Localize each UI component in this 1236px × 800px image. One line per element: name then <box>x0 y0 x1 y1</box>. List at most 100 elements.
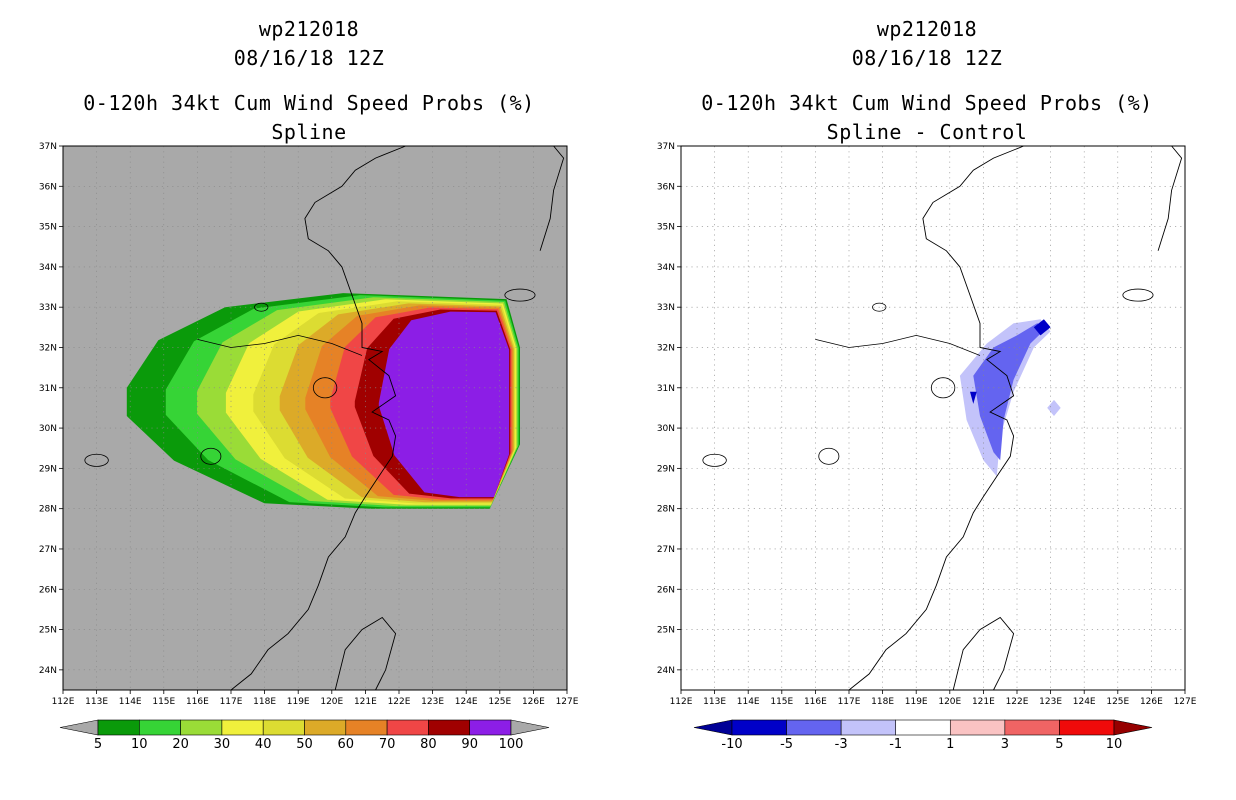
right-panel: wp212018 08/16/18 12Z 0-120h 34kt Cum Wi… <box>618 0 1236 800</box>
y-tick-label: 33N <box>39 303 57 313</box>
lake-outline <box>84 453 109 467</box>
colorbar-segment <box>469 719 512 736</box>
coastline <box>230 145 406 691</box>
x-tick-label: 117E <box>220 697 243 707</box>
y-tick-label: 25N <box>39 626 57 636</box>
colorbar-label: 90 <box>461 737 478 752</box>
difference-map: 112E 113E 114E 115E 116E 117E 118E 119E 120E 121E… <box>657 142 1197 752</box>
colorbar-label: 70 <box>379 737 396 752</box>
y-tick-label: 32N <box>39 343 57 353</box>
colorbar-segment <box>428 719 470 736</box>
colorbar-extend-high <box>510 719 550 736</box>
x-tick-label: 117E <box>838 697 861 707</box>
colorbar-segment <box>840 719 897 736</box>
chart-title: 0-120h 34kt Cum Wind Speed Probs (%) <box>701 91 1153 115</box>
lake-outline <box>872 302 887 312</box>
map-frame <box>680 145 1186 691</box>
colorbar-label: -3 <box>835 737 848 752</box>
x-tick-label: 115E <box>152 697 175 707</box>
y-tick-label: 33N <box>657 303 675 313</box>
colorbar-segment <box>139 719 181 736</box>
y-tick-label: 29N <box>657 464 675 474</box>
x-tick-label: 115E <box>770 697 793 707</box>
lake-outline <box>200 447 222 465</box>
y-tick-label: 37N <box>39 142 57 152</box>
colorbar-label: -5 <box>780 737 793 752</box>
x-tick-label: 124E <box>1073 697 1096 707</box>
x-tick-label: 118E <box>253 697 276 707</box>
lake-outline <box>254 302 269 312</box>
colorbar-label: 5 <box>1055 737 1063 752</box>
colorbar-segment <box>786 719 842 736</box>
colorbar-extend-high <box>1113 719 1153 736</box>
colorbar-segment <box>221 719 264 736</box>
colorbar-segment <box>1059 719 1115 736</box>
colorbar-segment <box>304 719 347 736</box>
y-tick-label: 25N <box>657 626 675 636</box>
map-background <box>681 146 1185 690</box>
diff-band-minus-3 <box>973 323 1048 461</box>
lake-outline <box>504 288 536 302</box>
x-tick-label: 125E <box>488 697 511 707</box>
x-tick-label: 125E <box>1106 697 1129 707</box>
x-tick-label: 113E <box>703 697 726 707</box>
colorbar-label: 60 <box>338 737 355 752</box>
y-tick-label: 27N <box>657 545 675 555</box>
storm-id-title: wp212018 <box>876 17 978 41</box>
lake-outline <box>702 453 727 467</box>
x-tick-label: 119E <box>287 697 310 707</box>
colorbar-label: 30 <box>214 737 231 752</box>
colorbar-label: -1 <box>889 737 902 752</box>
coastline <box>848 145 1024 691</box>
map-frame <box>62 145 568 691</box>
x-tick-label: 127E <box>1174 697 1197 707</box>
x-tick-label: 121E <box>972 697 995 707</box>
y-tick-label: 24N <box>657 666 675 676</box>
x-tick-label: 123E <box>1039 697 1062 707</box>
y-tick-label: 30N <box>39 424 57 434</box>
taiwan-coastline <box>334 616 397 691</box>
y-tick-label: 35N <box>39 223 57 233</box>
lake-outline <box>818 447 840 465</box>
colorbar-extend-low <box>59 719 99 736</box>
colorbar-segment <box>345 719 388 736</box>
colorbar-segment <box>262 719 305 736</box>
colorbar-label: 40 <box>255 737 272 752</box>
colorbar-label: 80 <box>420 737 437 752</box>
y-tick-label: 24N <box>39 666 57 676</box>
y-tick-label: 31N <box>39 384 57 394</box>
colorbar-segment <box>895 719 951 736</box>
x-tick-label: 118E <box>871 697 894 707</box>
y-tick-label: 30N <box>657 424 675 434</box>
x-tick-label: 112E <box>52 697 75 707</box>
x-tick-label: 114E <box>737 697 760 707</box>
storm-id-title: wp212018 <box>258 17 360 41</box>
y-tick-label: 31N <box>657 384 675 394</box>
colorbar-label: 5 <box>94 737 102 752</box>
y-tick-label: 26N <box>39 585 57 595</box>
taiwan-coastline <box>952 616 1015 691</box>
lake-outline <box>930 377 956 399</box>
diff-band-minus-1 <box>1047 399 1061 416</box>
yangtze-river <box>197 335 363 356</box>
lake-outline <box>312 377 338 399</box>
diff-band-minus-5 <box>1033 319 1051 336</box>
probability-core-100 <box>412 323 507 493</box>
y-tick-label: 28N <box>39 505 57 515</box>
colorbar-segment <box>180 719 223 736</box>
x-tick-label: 126E <box>1140 697 1163 707</box>
lake-outline <box>1122 288 1154 302</box>
x-tick-label: 122E <box>1006 697 1029 707</box>
y-tick-label: 34N <box>657 263 675 273</box>
y-tick-label: 35N <box>657 223 675 233</box>
x-tick-label: 113E <box>85 697 108 707</box>
chart-title: 0-120h 34kt Cum Wind Speed Probs (%) <box>83 91 535 115</box>
x-tick-label: 120E <box>938 697 961 707</box>
chart-subtitle: Spline - Control <box>826 120 1028 144</box>
x-tick-label: 116E <box>186 697 209 707</box>
colorbar-segment <box>731 719 787 736</box>
colorbar-label: -10 <box>721 737 742 752</box>
colorbar-label: 20 <box>172 737 189 752</box>
colorbar-label: 3 <box>1001 737 1009 752</box>
left-panel: wp212018 08/16/18 12Z 0-120h 34kt Cum Wi… <box>39 17 579 752</box>
